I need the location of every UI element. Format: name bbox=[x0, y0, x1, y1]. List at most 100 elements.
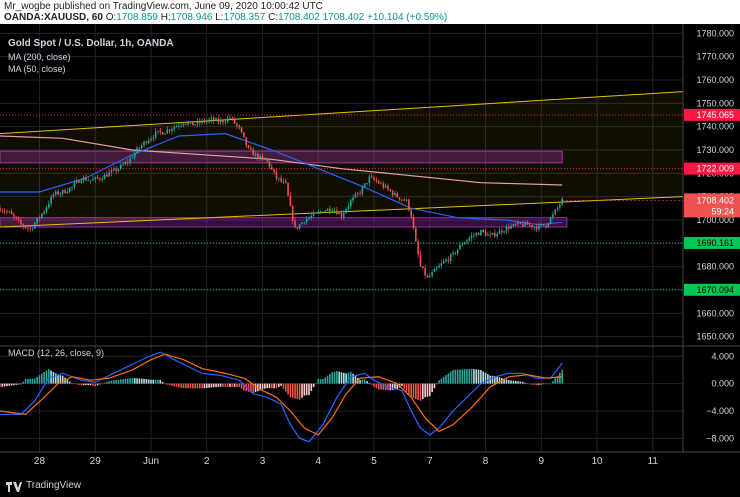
candle bbox=[159, 130, 162, 132]
time-tick-label: 7 bbox=[427, 456, 433, 467]
candle bbox=[47, 203, 50, 208]
macd-signal-line bbox=[0, 353, 563, 436]
macd-histogram-bar bbox=[73, 383, 76, 385]
candle bbox=[535, 226, 538, 230]
candle bbox=[494, 232, 496, 237]
candle bbox=[338, 212, 340, 215]
candle bbox=[373, 177, 375, 181]
candle bbox=[94, 177, 97, 180]
macd-histogram-bar bbox=[250, 383, 252, 393]
candle bbox=[15, 216, 18, 219]
candle bbox=[500, 230, 503, 233]
candle bbox=[340, 212, 343, 218]
supply-demand-zone[interactable] bbox=[0, 150, 563, 164]
candle bbox=[196, 120, 199, 125]
macd-histogram-bar bbox=[354, 375, 357, 384]
candle bbox=[540, 224, 543, 225]
macd-histogram-bar bbox=[559, 372, 561, 384]
macd-histogram-bar bbox=[343, 372, 345, 384]
price-tick-label: 1740.000 bbox=[696, 122, 734, 132]
candle bbox=[10, 211, 13, 215]
candle bbox=[157, 130, 159, 132]
macd-histogram-bar bbox=[215, 383, 217, 388]
candle bbox=[477, 233, 480, 236]
candle bbox=[289, 195, 292, 207]
support-level-tag[interactable] bbox=[684, 283, 740, 296]
candle bbox=[526, 222, 529, 225]
candle bbox=[345, 209, 347, 214]
candle bbox=[470, 235, 473, 239]
macd-histogram-bar bbox=[389, 383, 392, 391]
candle bbox=[408, 199, 410, 211]
macd-histogram-bar bbox=[301, 383, 303, 398]
macd-histogram-bar bbox=[210, 383, 213, 388]
macd-histogram-bar bbox=[347, 372, 350, 384]
candle bbox=[419, 254, 422, 267]
candle bbox=[110, 170, 113, 173]
channel-upper-line[interactable] bbox=[0, 91, 684, 135]
candle bbox=[68, 187, 71, 192]
last-price-tag[interactable] bbox=[684, 193, 740, 218]
macd-histogram-bar bbox=[447, 373, 450, 384]
candle bbox=[326, 208, 329, 211]
brand-name[interactable]: TradingView bbox=[26, 480, 82, 491]
macd-histogram-bar bbox=[17, 383, 20, 385]
candle bbox=[185, 123, 187, 125]
candle bbox=[229, 117, 231, 119]
candle bbox=[203, 120, 206, 123]
candle bbox=[66, 191, 69, 194]
candle bbox=[175, 126, 178, 128]
resistance-level-tag[interactable] bbox=[684, 162, 740, 175]
candle bbox=[431, 272, 433, 276]
macd-histogram-bar bbox=[368, 382, 371, 384]
macd-histogram-bar bbox=[305, 383, 308, 396]
candle bbox=[394, 192, 396, 196]
candle bbox=[189, 121, 192, 123]
macd-histogram-bar bbox=[89, 383, 92, 385]
macd-histogram-bar bbox=[224, 383, 227, 387]
macd-histogram-bar bbox=[6, 383, 8, 387]
candle bbox=[254, 153, 257, 156]
legend-ma50: MA (50, close) bbox=[8, 64, 66, 74]
macd-histogram-bar bbox=[94, 383, 97, 387]
support-level-tag[interactable] bbox=[684, 236, 740, 249]
tradingview-logo-icon[interactable] bbox=[6, 480, 22, 492]
candle bbox=[287, 182, 289, 196]
candle bbox=[531, 225, 533, 228]
macd-histogram-bar bbox=[8, 383, 11, 386]
macd-histogram-bar bbox=[103, 382, 106, 384]
macd-histogram-bar bbox=[484, 372, 487, 384]
macd-histogram-bar bbox=[238, 383, 241, 387]
candle bbox=[389, 189, 392, 192]
macd-histogram-bar bbox=[401, 383, 403, 386]
resistance-level-tag[interactable] bbox=[684, 108, 740, 121]
macd-line bbox=[0, 351, 563, 443]
supply-demand-zone[interactable] bbox=[0, 217, 568, 228]
macd-histogram-bar bbox=[180, 383, 183, 388]
candle bbox=[524, 222, 526, 227]
candle bbox=[417, 241, 419, 255]
macd-histogram-bar bbox=[498, 377, 501, 384]
ohlc-low: 1708.357 bbox=[223, 12, 266, 23]
macd-histogram-bar bbox=[236, 383, 238, 387]
candle bbox=[368, 176, 371, 184]
candle bbox=[145, 141, 148, 144]
macd-histogram-bar bbox=[59, 375, 62, 384]
price-chart[interactable]: 1650.0001660.0001670.0001680.0001690.000… bbox=[0, 24, 740, 476]
macd-histogram-bar bbox=[240, 383, 243, 389]
macd-histogram-bar bbox=[208, 383, 210, 388]
macd-histogram-bar bbox=[268, 383, 271, 389]
macd-histogram-bar bbox=[424, 383, 426, 398]
macd-histogram-bar bbox=[29, 378, 32, 384]
candle bbox=[182, 123, 185, 125]
macd-histogram-bar bbox=[159, 379, 162, 384]
macd-histogram-bar bbox=[126, 378, 129, 384]
macd-histogram-bar bbox=[120, 379, 122, 384]
macd-histogram-bar bbox=[538, 383, 540, 385]
macd-histogram-bar bbox=[326, 375, 329, 384]
candle bbox=[366, 183, 368, 184]
time-tick-label: 29 bbox=[90, 456, 102, 467]
candle bbox=[333, 210, 336, 212]
macd-histogram-bar bbox=[361, 379, 364, 384]
macd-histogram-bar bbox=[449, 371, 452, 384]
